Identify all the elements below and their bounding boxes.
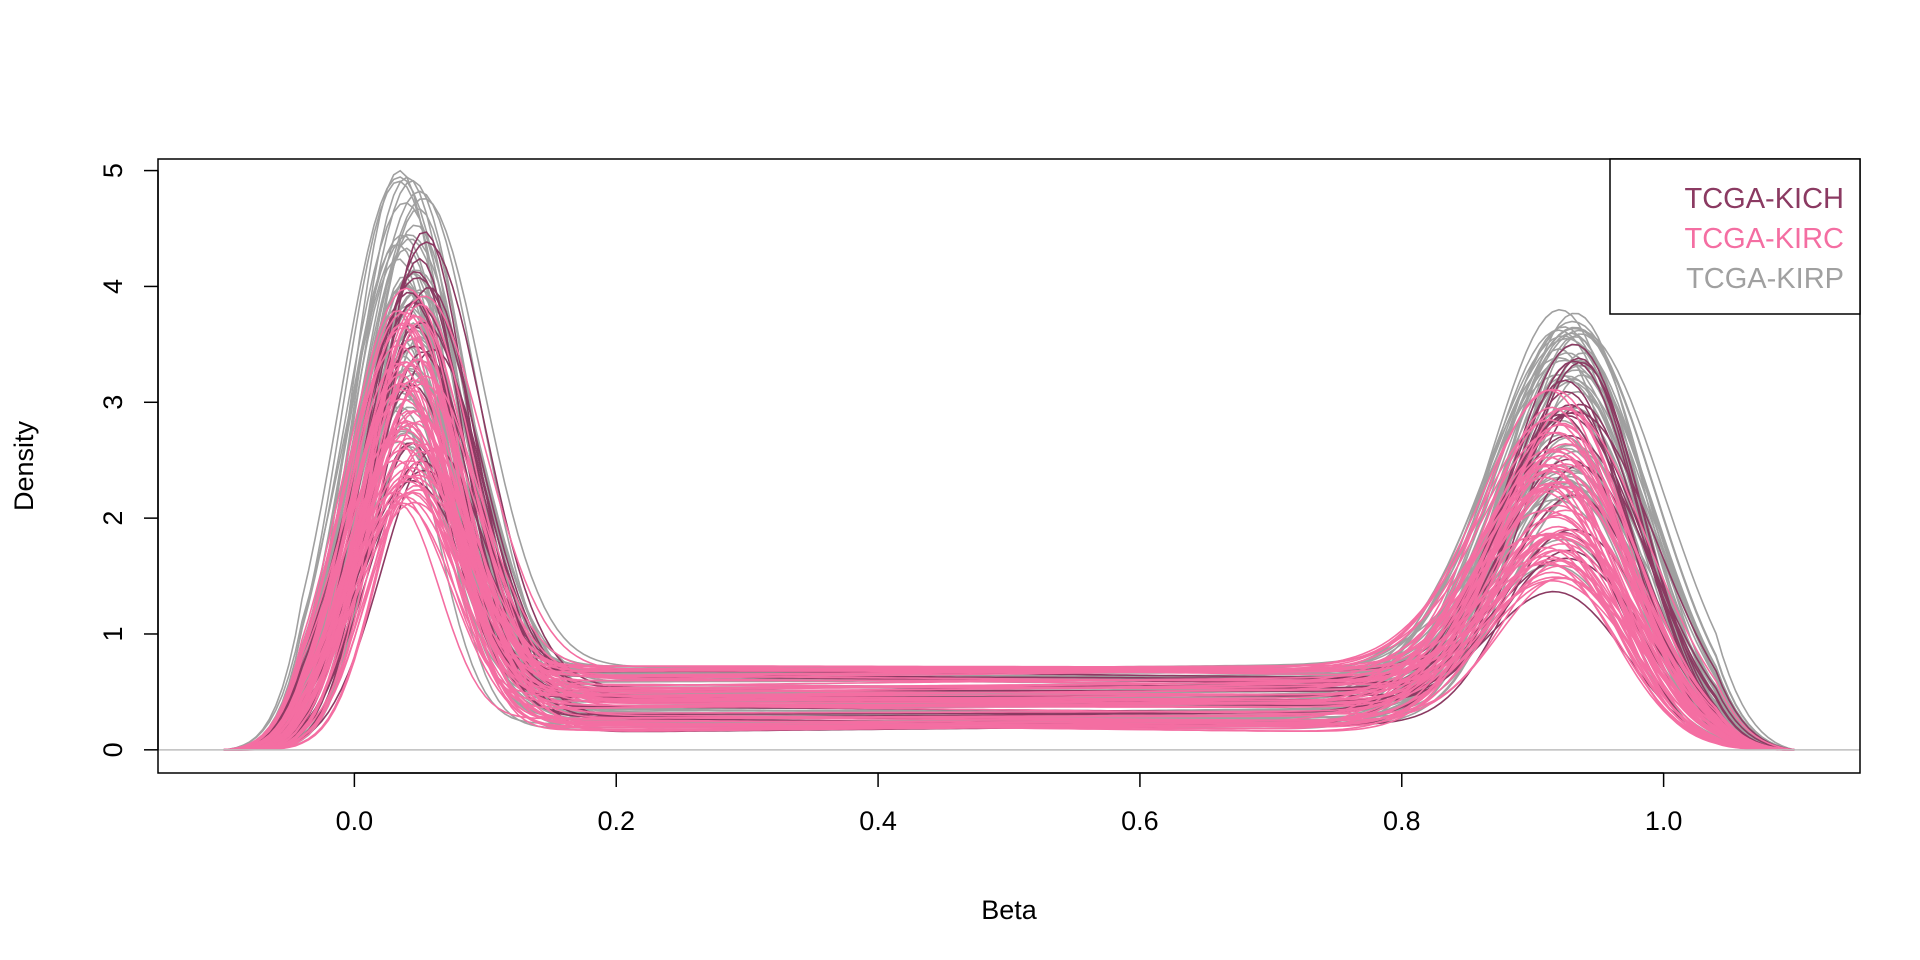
density-curve: [223, 314, 1795, 751]
density-curve: [223, 327, 1795, 751]
density-curve: [223, 421, 1795, 751]
density-curve: [223, 502, 1795, 751]
legend-label: TCGA-KICH: [1685, 183, 1845, 215]
x-tick-label: 1.0: [1645, 806, 1683, 836]
y-axis: 0 1 2 3 4 5: [98, 163, 159, 757]
density-curve: [223, 361, 1795, 751]
legend: TCGA-KICH TCGA-KIRC TCGA-KIRP: [1609, 158, 1861, 315]
density-curve: [223, 450, 1795, 751]
x-tick-label: 0.6: [1121, 806, 1159, 836]
legend-label: TCGA-KIRC: [1685, 223, 1845, 255]
density-curve: [223, 459, 1795, 751]
x-axis: 0.0 0.2 0.4 0.6 0.8 1.0: [336, 772, 1683, 836]
y-tick-label: 1: [98, 626, 128, 641]
y-tick-label: 5: [98, 163, 128, 178]
x-tick-label: 0.0: [336, 806, 374, 836]
y-tick-label: 0: [98, 742, 128, 757]
x-axis-label: Beta: [981, 895, 1038, 925]
density-curve: [223, 474, 1795, 751]
legend-label: TCGA-KIRP: [1686, 263, 1844, 295]
density-curve: [223, 276, 1795, 751]
density-curve: [223, 323, 1795, 751]
curves-layer: [223, 169, 1795, 751]
legend-box: [1609, 158, 1861, 315]
density-curve: [223, 359, 1795, 751]
density-curve: [223, 322, 1795, 751]
y-tick-label: 4: [98, 279, 128, 294]
density-curve: [223, 287, 1795, 751]
y-tick-label: 3: [98, 395, 128, 410]
density-curve: [223, 303, 1795, 751]
x-tick-label: 0.4: [859, 806, 897, 836]
y-tick-label: 2: [98, 511, 128, 526]
density-curve: [223, 388, 1795, 751]
x-tick-label: 0.2: [597, 806, 635, 836]
y-axis-label: Density: [9, 420, 39, 511]
density-curve: [223, 295, 1795, 751]
x-tick-label: 0.8: [1383, 806, 1421, 836]
density-curve: [223, 360, 1795, 751]
